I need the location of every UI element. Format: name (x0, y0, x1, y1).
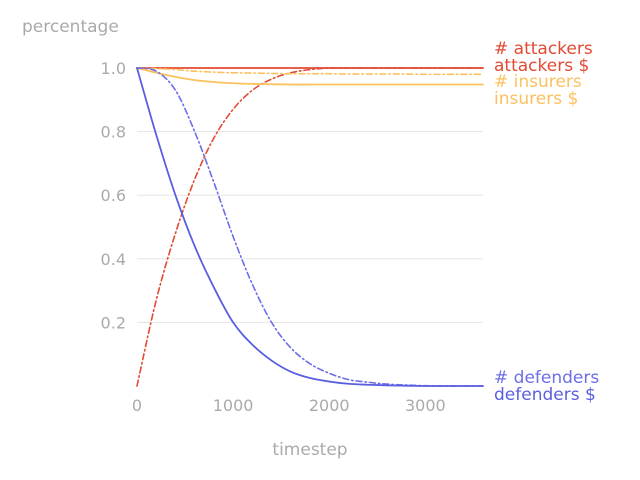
series-line-attackers (136, 67, 484, 387)
legend-label-insurers: # insurers (494, 72, 582, 92)
series-lines (136, 67, 484, 387)
y-tick-labels: 0.2 0.4 0.6 0.8 1.0 (101, 59, 126, 332)
y-tick-label: 0.4 (101, 250, 126, 269)
y-tick-label: 0.8 (101, 123, 126, 142)
y-tick-label: 0.6 (101, 186, 126, 205)
legend-label-defenders: defenders $ (494, 385, 596, 405)
x-tick-label: 0 (132, 396, 142, 415)
x-axis-label: timestep (272, 440, 347, 460)
legend-label-defenders: # defenders (494, 368, 599, 388)
y-axis-label: percentage (22, 17, 119, 37)
series-line-defenders (136, 67, 484, 387)
legend-label-attackers: # attackers (494, 39, 593, 59)
y-tick-label: 1.0 (101, 59, 126, 78)
y-tick-label: 0.2 (101, 313, 126, 332)
legend-label-attackers: attackers $ (494, 56, 589, 76)
legend-label-insurers: insurers $ (494, 89, 578, 109)
x-tick-label: 1000 (213, 396, 254, 415)
series-line-insurers (136, 67, 484, 76)
series-line-insurers (136, 67, 484, 86)
x-tick-label: 3000 (405, 396, 446, 415)
x-tick-label: 2000 (309, 396, 350, 415)
x-tick-labels: 0 1000 2000 3000 (132, 396, 446, 415)
series-line-defenders (136, 67, 484, 387)
